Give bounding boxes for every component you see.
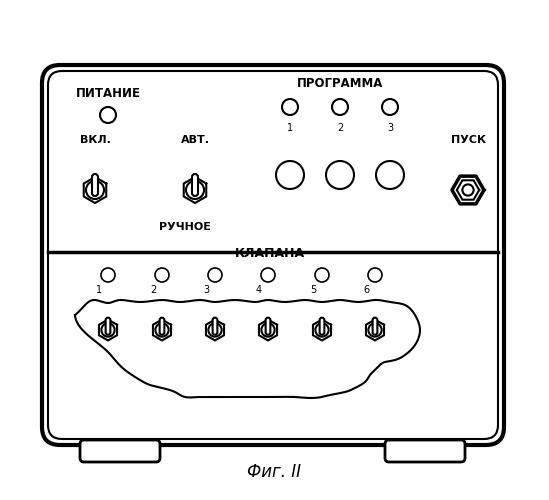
Circle shape	[282, 99, 298, 115]
Text: ПРОГРАММА: ПРОГРАММА	[297, 77, 383, 90]
FancyBboxPatch shape	[105, 318, 110, 335]
Circle shape	[261, 324, 274, 336]
FancyBboxPatch shape	[266, 318, 270, 335]
FancyBboxPatch shape	[92, 174, 98, 196]
Polygon shape	[313, 320, 331, 340]
Circle shape	[315, 324, 329, 336]
Text: ВКЛ.: ВКЛ.	[80, 135, 110, 145]
FancyBboxPatch shape	[42, 65, 504, 445]
Text: КЛАПАНА: КЛАПАНА	[235, 247, 305, 260]
Circle shape	[209, 324, 222, 336]
Circle shape	[382, 99, 398, 115]
Text: 2: 2	[150, 285, 156, 295]
Circle shape	[101, 268, 115, 282]
Circle shape	[155, 324, 169, 336]
Polygon shape	[452, 176, 484, 204]
Circle shape	[368, 268, 382, 282]
Polygon shape	[366, 320, 384, 340]
Polygon shape	[206, 320, 224, 340]
Text: 3: 3	[203, 285, 209, 295]
Text: Фиг. II: Фиг. II	[247, 463, 301, 481]
Text: 1: 1	[287, 123, 293, 133]
Circle shape	[100, 107, 116, 123]
Polygon shape	[184, 177, 206, 203]
Circle shape	[261, 268, 275, 282]
Polygon shape	[153, 320, 171, 340]
Polygon shape	[259, 320, 277, 340]
Text: 6: 6	[363, 285, 369, 295]
Polygon shape	[84, 177, 107, 203]
FancyBboxPatch shape	[212, 318, 217, 335]
Text: РУЧНОЕ: РУЧНОЕ	[159, 222, 211, 232]
Circle shape	[462, 184, 474, 196]
Circle shape	[276, 161, 304, 189]
Circle shape	[155, 268, 169, 282]
FancyBboxPatch shape	[80, 440, 160, 462]
Text: ПИТАНИЕ: ПИТАНИЕ	[76, 87, 141, 100]
FancyBboxPatch shape	[48, 71, 498, 439]
FancyBboxPatch shape	[385, 440, 465, 462]
Circle shape	[376, 161, 404, 189]
Circle shape	[326, 161, 354, 189]
Text: 1: 1	[96, 285, 102, 295]
Circle shape	[332, 99, 348, 115]
FancyBboxPatch shape	[160, 318, 164, 335]
Text: 2: 2	[337, 123, 343, 133]
Circle shape	[186, 181, 204, 199]
FancyBboxPatch shape	[373, 318, 377, 335]
Circle shape	[102, 324, 115, 336]
Circle shape	[208, 268, 222, 282]
Text: 3: 3	[387, 123, 393, 133]
Circle shape	[368, 324, 382, 336]
FancyBboxPatch shape	[320, 318, 324, 335]
Text: 4: 4	[256, 285, 262, 295]
FancyBboxPatch shape	[192, 174, 198, 196]
Circle shape	[315, 268, 329, 282]
Polygon shape	[99, 320, 117, 340]
Circle shape	[86, 181, 104, 199]
Text: ПУСК: ПУСК	[451, 135, 485, 145]
Text: АВТ.: АВТ.	[181, 135, 210, 145]
Text: 5: 5	[310, 285, 316, 295]
